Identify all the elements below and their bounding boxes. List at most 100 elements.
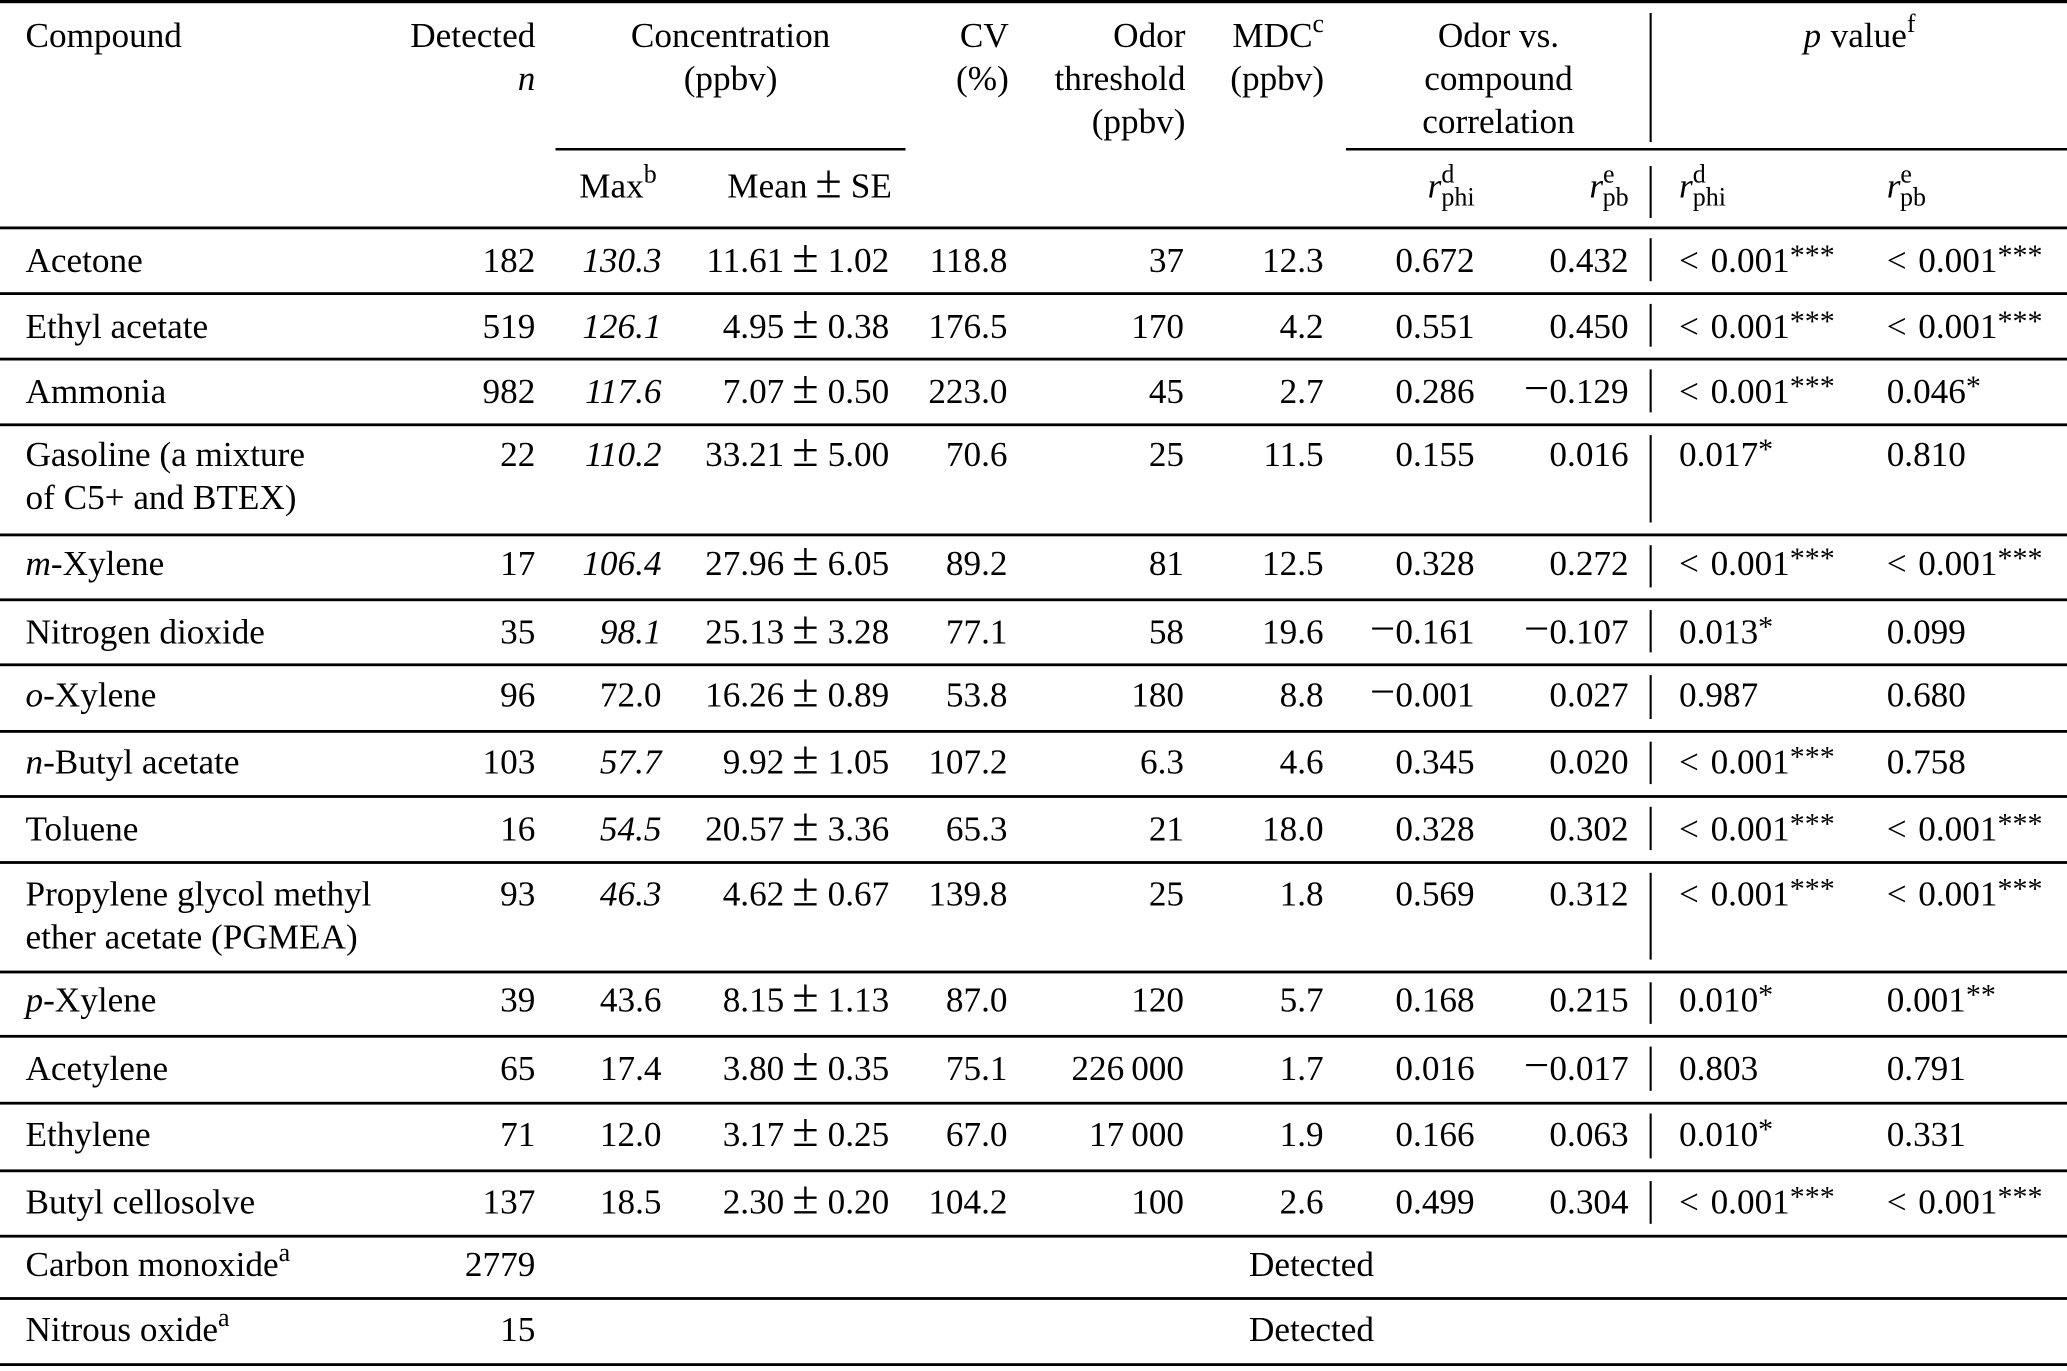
svg-text:(ppbv): (ppbv) <box>684 59 778 98</box>
svg-text:0.046*: 0.046* <box>1887 370 1981 411</box>
svg-text:< 0.001***: < 0.001*** <box>1887 1181 2043 1222</box>
svg-text:25: 25 <box>1149 435 1184 474</box>
svg-text:0.016: 0.016 <box>1549 435 1628 474</box>
svg-text:72.0: 72.0 <box>600 676 662 715</box>
svg-text:0.063: 0.063 <box>1549 1115 1628 1154</box>
svg-text:43.6: 43.6 <box>600 980 662 1019</box>
svg-text:0.328: 0.328 <box>1395 810 1474 849</box>
svg-text:120: 120 <box>1131 980 1184 1019</box>
svg-text:17 000: 17 000 <box>1089 1115 1184 1154</box>
svg-text:57.7: 57.7 <box>600 743 663 782</box>
svg-text:Ammonia: Ammonia <box>26 372 167 411</box>
svg-text:compound: compound <box>1424 59 1573 98</box>
svg-text:71: 71 <box>500 1115 535 1154</box>
svg-text:Ethylene: Ethylene <box>26 1115 151 1154</box>
svg-text:(ppbv): (ppbv) <box>1092 102 1186 141</box>
svg-text:0.312: 0.312 <box>1549 875 1628 914</box>
svg-text:70.6: 70.6 <box>946 435 1008 474</box>
svg-text:p-Xylene: p-Xylene <box>23 980 157 1019</box>
svg-text:39: 39 <box>500 980 535 1019</box>
svg-text:18.0: 18.0 <box>1262 810 1324 849</box>
svg-text:18.5: 18.5 <box>600 1183 662 1222</box>
svg-text:threshold: threshold <box>1055 59 1186 98</box>
svg-text:(%): (%) <box>956 59 1009 98</box>
svg-text:110.2: 110.2 <box>585 435 662 474</box>
svg-text:Detected: Detected <box>410 16 535 55</box>
svg-text:−0.161: −0.161 <box>1370 604 1475 654</box>
svg-text:0.272: 0.272 <box>1549 544 1628 583</box>
svg-text:20.57±3.36: 20.57 ±3.36 <box>705 799 889 852</box>
svg-text:0.099: 0.099 <box>1887 613 1966 652</box>
svg-text:16.26±0.89: 16.26 ±0.89 <box>705 665 889 718</box>
svg-text:0.168: 0.168 <box>1395 980 1474 1019</box>
svg-text:ether acetate (PGMEA): ether acetate (PGMEA) <box>26 917 358 956</box>
svg-text:0.010*: 0.010* <box>1679 1113 1773 1154</box>
svg-text:130.3: 130.3 <box>582 241 661 280</box>
svg-text:103: 103 <box>483 743 536 782</box>
svg-text:0.987: 0.987 <box>1679 676 1758 715</box>
svg-text:0.432: 0.432 <box>1549 241 1628 280</box>
svg-text:Toluene: Toluene <box>26 810 139 849</box>
svg-text:o-Xylene: o-Xylene <box>26 676 157 715</box>
svg-text:35: 35 <box>500 613 535 652</box>
svg-text:12.3: 12.3 <box>1262 241 1324 280</box>
svg-text:Acetylene: Acetylene <box>26 1049 169 1088</box>
svg-text:0.286: 0.286 <box>1395 372 1474 411</box>
svg-text:65.3: 65.3 <box>946 810 1008 849</box>
svg-text:Detected: Detected <box>1249 1310 1374 1349</box>
svg-text:0.328: 0.328 <box>1395 544 1474 583</box>
svg-text:Propylene glycol methyl: Propylene glycol methyl <box>26 875 372 914</box>
svg-text:87.0: 87.0 <box>946 980 1008 1019</box>
svg-text:−0.107: −0.107 <box>1524 604 1629 654</box>
svg-text:0.020: 0.020 <box>1549 743 1628 782</box>
svg-text:−0.001: −0.001 <box>1370 667 1475 717</box>
svg-text:0.010*: 0.010* <box>1679 978 1773 1019</box>
svg-text:170: 170 <box>1131 307 1184 346</box>
svg-text:106.4: 106.4 <box>582 544 661 583</box>
svg-text:−0.017: −0.017 <box>1524 1040 1629 1090</box>
svg-text:22: 22 <box>500 435 535 474</box>
svg-text:CV: CV <box>960 16 1009 55</box>
svg-text:8.8: 8.8 <box>1280 676 1324 715</box>
svg-text:Nitrogen dioxide: Nitrogen dioxide <box>26 613 265 652</box>
svg-text:0.016: 0.016 <box>1395 1049 1474 1088</box>
svg-text:0.450: 0.450 <box>1549 307 1628 346</box>
svg-text:96: 96 <box>500 676 535 715</box>
svg-text:77.1: 77.1 <box>946 613 1008 652</box>
svg-text:0.017*: 0.017* <box>1679 433 1773 474</box>
svg-text:12.0: 12.0 <box>600 1115 662 1154</box>
svg-text:(ppbv): (ppbv) <box>1230 59 1324 98</box>
svg-text:1.7: 1.7 <box>1280 1049 1324 1088</box>
svg-text:< 0.001***: < 0.001*** <box>1679 370 1835 411</box>
svg-text:21: 21 <box>1149 810 1184 849</box>
svg-text:correlation: correlation <box>1422 102 1575 141</box>
svg-text:45: 45 <box>1149 372 1184 411</box>
svg-text:4.6: 4.6 <box>1280 743 1324 782</box>
svg-text:MDCc: MDCc <box>1232 9 1324 55</box>
svg-text:12.5: 12.5 <box>1262 544 1324 583</box>
svg-text:Acetone: Acetone <box>26 241 143 280</box>
svg-text:Odor: Odor <box>1113 16 1186 55</box>
svg-text:19.6: 19.6 <box>1262 613 1324 652</box>
svg-text:16: 16 <box>500 810 535 849</box>
svg-text:75.1: 75.1 <box>946 1049 1008 1088</box>
svg-text:81: 81 <box>1149 544 1184 583</box>
svg-text:93: 93 <box>500 875 535 914</box>
svg-text:65: 65 <box>500 1049 535 1088</box>
svg-text:of C5+ and BTEX): of C5+ and BTEX) <box>26 478 297 517</box>
svg-text:n: n <box>518 59 536 98</box>
svg-text:0.499: 0.499 <box>1395 1183 1474 1222</box>
svg-text:0.013*: 0.013* <box>1679 611 1773 652</box>
svg-text:Ethyl acetate: Ethyl acetate <box>26 307 209 346</box>
svg-text:0.672: 0.672 <box>1395 241 1474 280</box>
svg-text:−0.129: −0.129 <box>1524 363 1629 413</box>
svg-text:25: 25 <box>1149 875 1184 914</box>
svg-text:5.7: 5.7 <box>1280 980 1324 1019</box>
svg-text:Detected: Detected <box>1249 1245 1374 1284</box>
svg-text:137: 137 <box>483 1183 536 1222</box>
svg-text:176.5: 176.5 <box>928 307 1007 346</box>
svg-text:Nitrous oxidea: Nitrous oxidea <box>26 1303 231 1349</box>
svg-text:0.345: 0.345 <box>1395 743 1474 782</box>
svg-text:0.569: 0.569 <box>1395 875 1474 914</box>
